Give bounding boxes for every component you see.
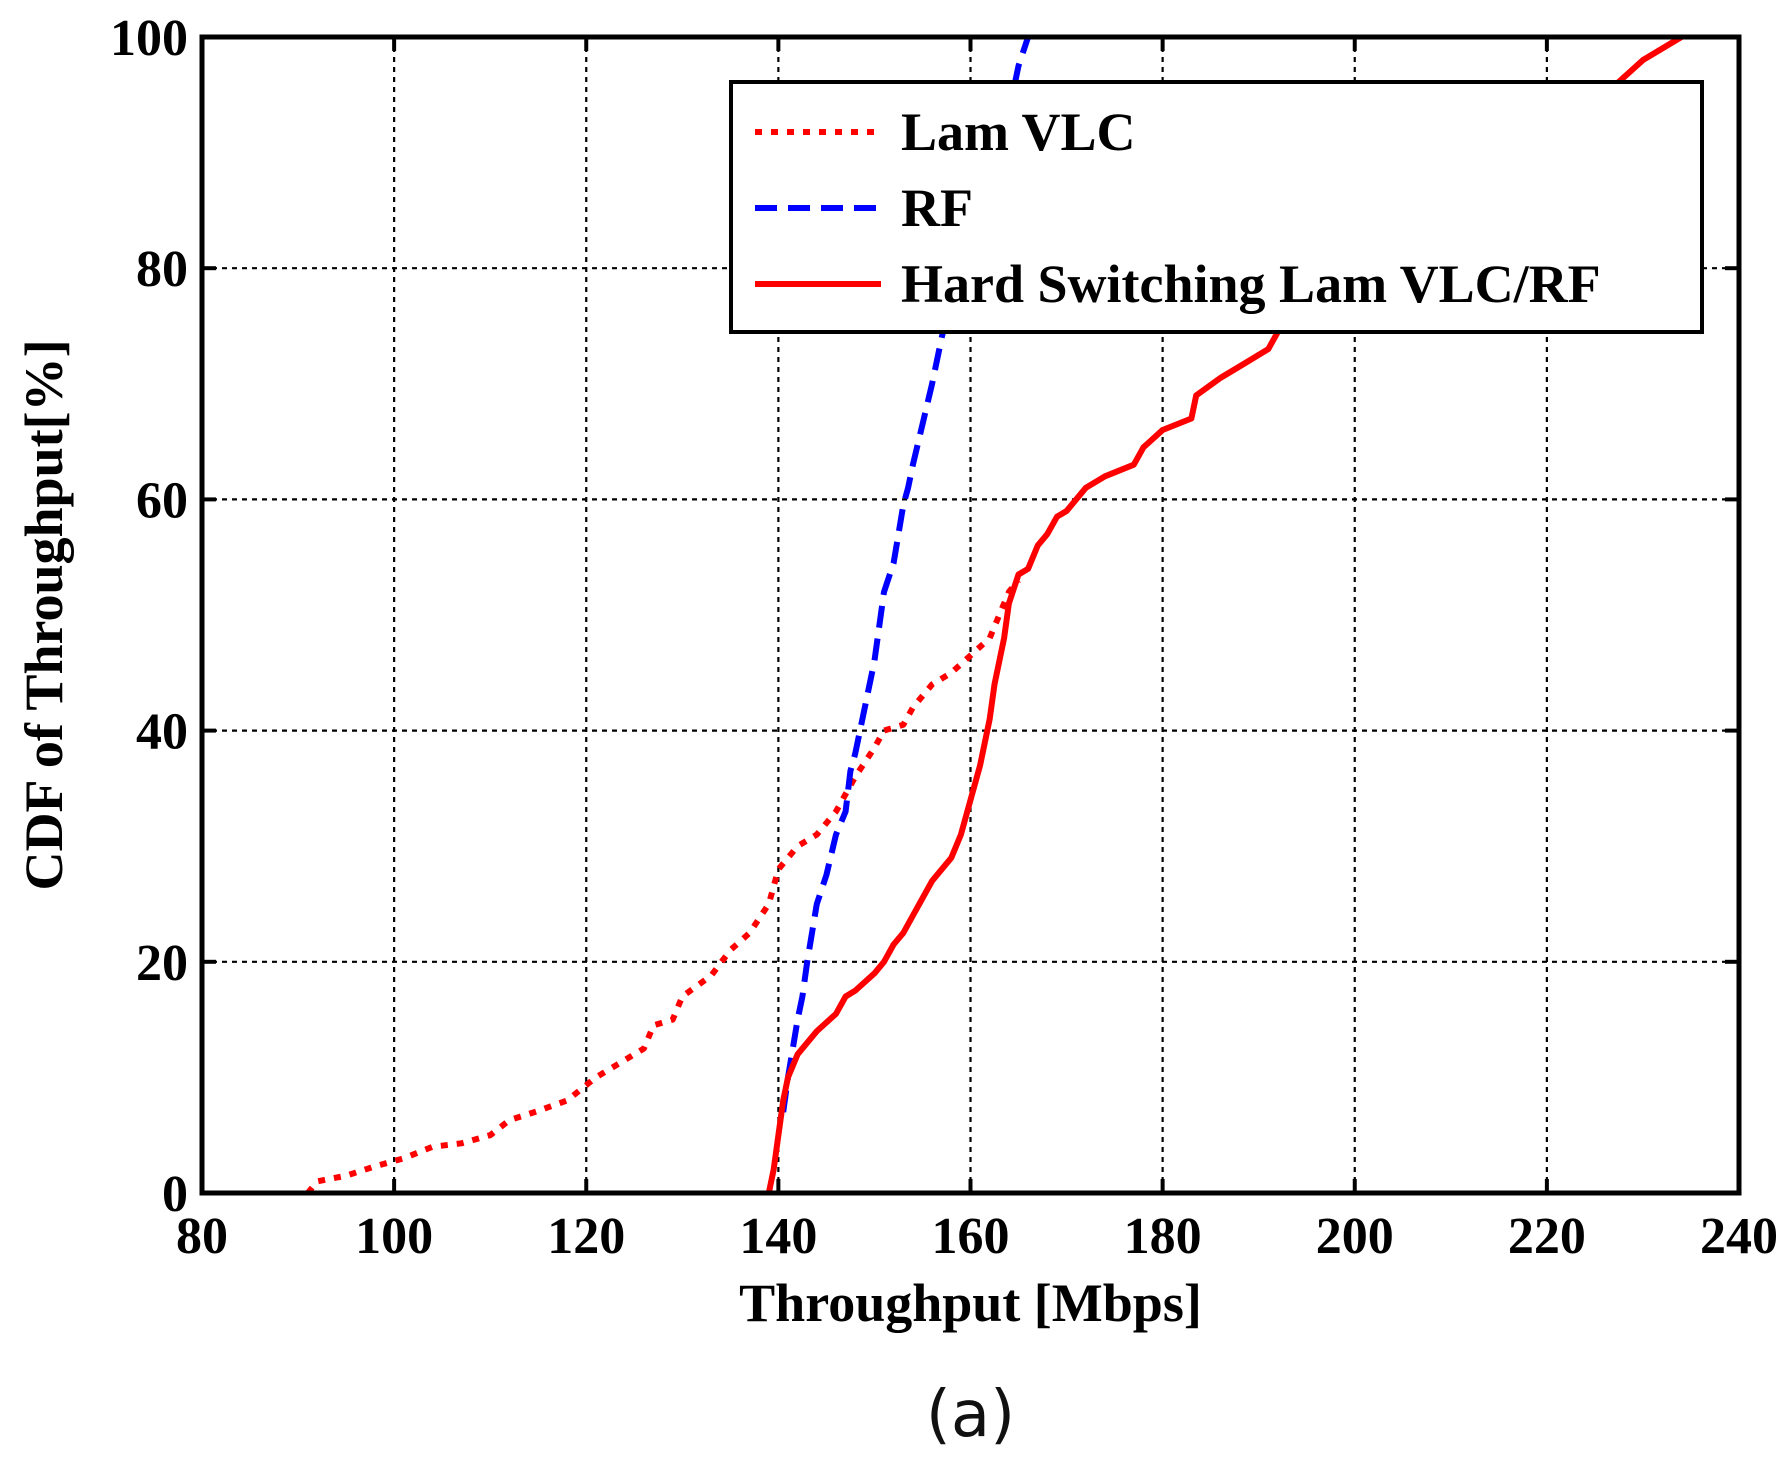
figure-caption: (a) [926, 1378, 1015, 1452]
x-tick-label: 160 [932, 1208, 1010, 1265]
x-axis-label: Throughput [Mbps] [739, 1273, 1202, 1333]
legend: Lam VLC RF Hard Switching Lam VLC/RF [729, 80, 1704, 334]
x-tick-label: 220 [1508, 1208, 1586, 1265]
legend-label: Hard Switching Lam VLC/RF [901, 254, 1601, 314]
y-tick-label: 60 [136, 472, 188, 529]
legend-box [729, 80, 1704, 334]
series-line-1 [780, 36, 1031, 1113]
x-tick-label: 100 [355, 1208, 433, 1265]
x-tick-label: 200 [1316, 1208, 1394, 1265]
ticks [200, 35, 1741, 1195]
legend-label: Lam VLC [901, 102, 1136, 162]
tick-labels: 80 100 120 140 160 180 200 220 240 0 20 40 60 80 100 [110, 10, 1778, 1265]
y-tick-label: 100 [110, 10, 188, 67]
series-line-0 [305, 578, 1021, 1195]
x-tick-label: 180 [1124, 1208, 1202, 1265]
x-tick-label: 120 [547, 1208, 625, 1265]
y-tick-label: 80 [136, 241, 188, 298]
y-tick-label: 0 [162, 1166, 188, 1223]
x-tick-label: 140 [739, 1208, 817, 1265]
x-tick-label: 80 [176, 1208, 228, 1265]
legend-label: RF [901, 178, 973, 238]
y-axis-label: CDF of Throughput[%] [14, 339, 74, 890]
y-tick-label: 20 [136, 935, 188, 992]
x-tick-label: 240 [1700, 1208, 1778, 1265]
y-tick-label: 40 [136, 704, 188, 761]
